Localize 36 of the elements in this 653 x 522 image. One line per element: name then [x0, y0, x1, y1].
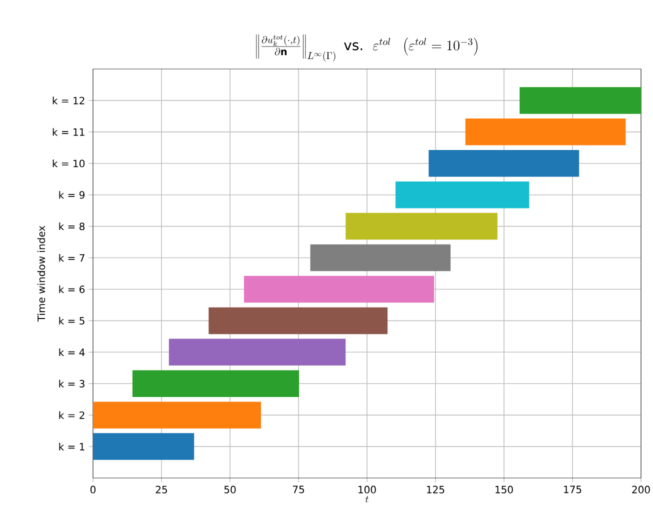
y-tick-label: k = 8: [59, 222, 85, 230]
bar: [520, 87, 642, 114]
y-tick-label: k = 12: [52, 96, 84, 104]
y-tick-label: k = 3: [59, 380, 84, 388]
y-tick-label: k = 5: [59, 316, 84, 325]
x-tick-label: 150: [496, 486, 513, 494]
x-tick-label: 125: [427, 486, 444, 494]
x-tick-label: 25: [156, 486, 167, 494]
y-tick-label: k = 4: [59, 348, 85, 356]
x-tick-label: 75: [292, 486, 304, 494]
y-tick-label: k = 2: [59, 411, 84, 419]
bar: [244, 276, 434, 303]
x-tick-label: 200: [632, 486, 650, 494]
x-tick-label: 50: [224, 486, 236, 494]
y-axis-title: Time window index: [37, 226, 46, 322]
y-tick-label: k = 7: [59, 254, 84, 262]
x-tick-label: 175: [564, 486, 582, 494]
x-tick-label: 0: [90, 486, 96, 494]
bar: [346, 212, 498, 240]
y-tick-label: k = 1: [59, 442, 84, 450]
bar: [168, 338, 346, 366]
y-tick-label: k = 9: [59, 190, 84, 199]
bar: [396, 181, 530, 208]
bar: [132, 370, 300, 397]
bar: [310, 244, 451, 272]
bar: [428, 150, 580, 177]
y-tick-label: k = 10: [52, 160, 85, 168]
x-axis-title: $t$: [365, 496, 368, 502]
bar: [465, 118, 626, 146]
bar: [93, 402, 261, 428]
x-tick-label: 100: [358, 486, 376, 494]
bar: [93, 433, 194, 460]
y-tick-label: k = 11: [52, 128, 84, 136]
y-tick-label: k = 6: [59, 285, 85, 294]
chart-title: $\left\|\frac{\partial u_k^{tot}(\cdot,t)}{\partial \mathbf{n}}\right\|_{L^\infty(\Gamma)}\ \mbox{vs.}\ \ \varepsilon^{tol}\ \ \left(\varepsilon^{tol}=10^{-3}\right)$: [256, 34, 478, 62]
bar: [208, 307, 388, 334]
